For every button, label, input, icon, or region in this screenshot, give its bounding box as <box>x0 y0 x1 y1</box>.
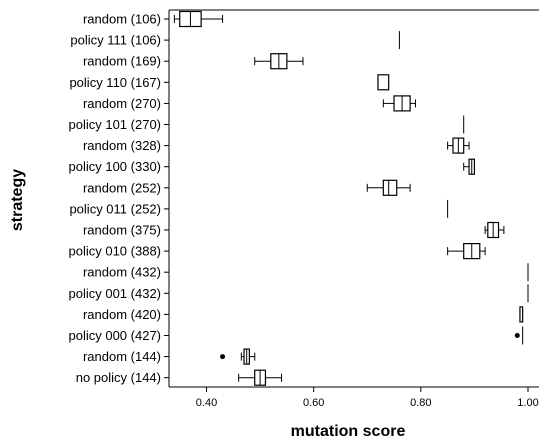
y-tick-label: policy 110 (167) <box>69 75 161 90</box>
box-12 <box>447 243 486 260</box>
box-8 <box>463 158 476 175</box>
x-ticks: 0.40 0.60 0.80 1.00 <box>196 387 539 409</box>
y-tick-label: policy 011 (252) <box>69 201 161 216</box>
y-ticks: random (106) policy 111 (106) random (169)… <box>69 12 169 385</box>
x-tick-label: 0.60 <box>303 397 324 409</box>
box-16 <box>514 326 524 345</box>
y-axis-title: strategy <box>9 169 26 231</box>
box-15 <box>519 306 524 323</box>
y-tick-label: random (432) <box>83 265 161 280</box>
y-tick-label: policy 101 (270) <box>69 117 162 132</box>
y-tick-label: random (252) <box>83 180 161 195</box>
plot-area <box>168 9 539 388</box>
y-tick-label: policy 000 (427) <box>69 328 162 343</box>
y-tick-label: policy 111 (106) <box>70 33 161 48</box>
y-tick-label: no policy (144) <box>76 370 161 385</box>
box-11 <box>484 221 505 239</box>
box-7 <box>447 137 470 154</box>
y-tick-label: random (420) <box>83 307 161 322</box>
outlier-point <box>514 333 520 338</box>
box-iqr <box>382 179 398 196</box>
box-17 <box>220 348 256 365</box>
box-1 <box>173 10 224 28</box>
y-tick-label: random (169) <box>83 54 161 69</box>
x-tick-label: 0.40 <box>196 397 217 409</box>
y-tick-label: policy 001 (432) <box>69 286 162 301</box>
y-tick-label: random (270) <box>83 96 161 111</box>
x-tick-label: 1.00 <box>517 397 538 409</box>
box-18 <box>238 369 283 386</box>
y-tick-label: random (328) <box>83 138 161 153</box>
outlier-point <box>220 354 226 360</box>
box-iqr <box>377 74 390 91</box>
y-tick-label: random (375) <box>83 223 161 238</box>
x-axis-title: mutation score <box>291 423 406 440</box>
box-3 <box>254 53 304 70</box>
box-4 <box>377 74 390 91</box>
boxes <box>173 10 529 386</box>
x-tick-label: 0.80 <box>410 397 431 409</box>
y-tick-label: random (106) <box>83 12 161 27</box>
y-tick-label: policy 010 (388) <box>69 244 162 259</box>
box-5 <box>382 95 416 112</box>
y-tick-label: random (144) <box>83 349 161 364</box>
box-9 <box>366 179 411 196</box>
y-tick-label: policy 100 (330) <box>69 159 162 174</box>
